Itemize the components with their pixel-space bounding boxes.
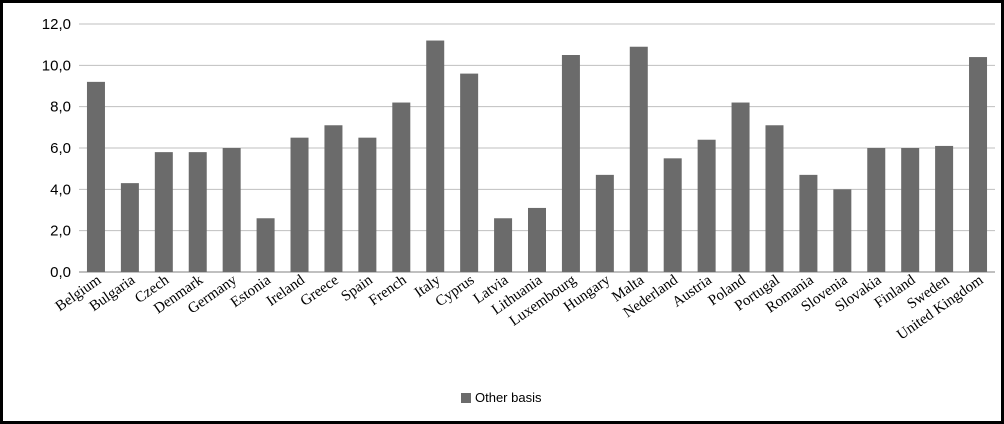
- bar: [392, 102, 411, 273]
- bar: [629, 46, 648, 272]
- bar: [358, 137, 377, 272]
- bar: [86, 81, 105, 272]
- bar: [188, 152, 207, 272]
- y-tick-label: 4,0: [50, 181, 71, 198]
- bar: [935, 145, 954, 272]
- bar: [256, 218, 275, 272]
- y-tick-label: 0,0: [50, 264, 71, 281]
- x-tick-label: Ireland: [264, 272, 308, 310]
- bar: [154, 152, 173, 272]
- bar: [290, 137, 309, 272]
- bar: [765, 125, 784, 273]
- y-tick-label: 2,0: [50, 223, 71, 240]
- x-tick-label: French: [366, 272, 410, 309]
- bar: [494, 218, 513, 272]
- bar: [969, 57, 988, 272]
- y-tick-label: 12,0: [42, 16, 71, 33]
- bar: [595, 174, 614, 272]
- bar: [528, 207, 546, 272]
- x-tick-label: Greece: [298, 272, 342, 310]
- bar: [901, 148, 920, 272]
- bar: [222, 148, 241, 272]
- bar: [663, 158, 682, 272]
- bar: [324, 125, 343, 273]
- legend-swatch: [461, 393, 471, 403]
- y-axis-ticks: 0,0 2,0 4,0 6,0 8,0 10,0 12,0: [42, 16, 71, 281]
- y-tick-label: 10,0: [42, 57, 71, 74]
- legend: Other basis: [461, 390, 542, 405]
- x-tick-label: Cyprus: [433, 272, 478, 310]
- bar: [799, 174, 818, 272]
- x-tick-label: Austria: [670, 272, 716, 311]
- y-tick-label: 8,0: [50, 99, 71, 116]
- bar: [561, 55, 580, 272]
- bar: [867, 148, 886, 272]
- x-axis-labels: BelgiumBulgariaCzechDenmarkGermanyEstoni…: [53, 272, 987, 343]
- bar: [120, 183, 139, 272]
- bar: [833, 189, 852, 272]
- bars: [86, 40, 988, 273]
- x-tick-label: Estonia: [228, 272, 274, 311]
- bar: [731, 102, 750, 273]
- bar: [426, 40, 445, 273]
- y-tick-label: 6,0: [50, 140, 71, 157]
- bar: [460, 73, 479, 272]
- bar: [697, 139, 716, 272]
- legend-label: Other basis: [475, 390, 542, 405]
